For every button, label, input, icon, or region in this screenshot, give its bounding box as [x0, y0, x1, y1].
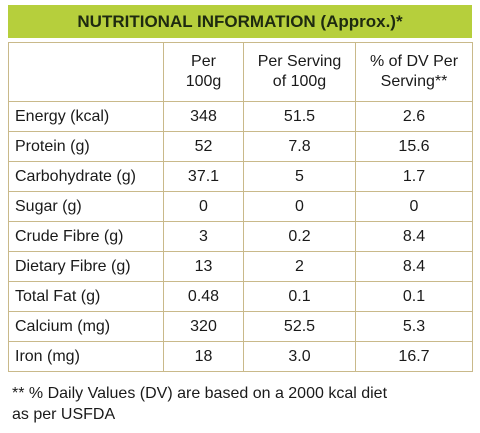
- header-line: 100g: [185, 73, 222, 90]
- value-cell: 2.6: [355, 101, 473, 132]
- table-row: Total Fat (g) 0.48 0.1 0.1: [8, 281, 473, 312]
- row-label: Carbohydrate (g): [8, 161, 164, 192]
- value-cell: 16.7: [355, 341, 473, 372]
- table-row: Energy (kcal) 348 51.5 2.6: [8, 101, 473, 132]
- value-cell: 8.4: [355, 221, 473, 252]
- table-row: Crude Fibre (g) 3 0.2 8.4: [8, 221, 473, 252]
- footnote-line: as per USFDA: [12, 406, 116, 423]
- value-cell: 18: [163, 341, 244, 372]
- table-row: Carbohydrate (g) 37.1 5 1.7: [8, 161, 473, 192]
- value-cell: 51.5: [243, 101, 356, 132]
- header-cell: % of DV Per Serving**: [355, 42, 473, 102]
- title-bar: NUTRITIONAL INFORMATION (Approx.)*: [8, 5, 472, 38]
- value-cell: 0.1: [243, 281, 356, 312]
- row-label: Dietary Fibre (g): [8, 251, 164, 282]
- value-cell: 5.3: [355, 311, 473, 342]
- value-cell: 0: [355, 191, 473, 222]
- header-cell: Per Serving of 100g: [243, 42, 356, 102]
- table-row: Dietary Fibre (g) 13 2 8.4: [8, 251, 473, 282]
- table-row: Calcium (mg) 320 52.5 5.3: [8, 311, 473, 342]
- header-cell: Per 100g: [163, 42, 244, 102]
- table-row: Iron (mg) 18 3.0 16.7: [8, 341, 473, 372]
- value-cell: 7.8: [243, 131, 356, 162]
- header-line: Per: [191, 53, 216, 70]
- row-label: Crude Fibre (g): [8, 221, 164, 252]
- value-cell: 13: [163, 251, 244, 282]
- footnote-line: ** % Daily Values (DV) are based on a 20…: [12, 385, 388, 402]
- header-line: of 100g: [272, 73, 327, 90]
- value-cell: 320: [163, 311, 244, 342]
- value-cell: 348: [163, 101, 244, 132]
- value-cell: 52: [163, 131, 244, 162]
- value-cell: 3.0: [243, 341, 356, 372]
- row-label: Sugar (g): [8, 191, 164, 222]
- value-cell: 37.1: [163, 161, 244, 192]
- value-cell: 0: [163, 191, 244, 222]
- value-cell: 3: [163, 221, 244, 252]
- row-label: Protein (g): [8, 131, 164, 162]
- header-line: Per Serving: [257, 53, 342, 70]
- footnote: ** % Daily Values (DV) are based on a 20…: [12, 383, 387, 425]
- value-cell: 0.1: [355, 281, 473, 312]
- value-cell: 2: [243, 251, 356, 282]
- table-row: Sugar (g) 0 0 0: [8, 191, 473, 222]
- nutrition-table: Per 100g Per Serving of 100g % of DV Per Serv…: [8, 42, 473, 372]
- header-line: % of DV Per: [369, 53, 459, 70]
- header-cell: [8, 42, 164, 102]
- header-row: Per 100g Per Serving of 100g % of DV Per Serv…: [8, 42, 473, 102]
- row-label: Energy (kcal): [8, 101, 164, 132]
- value-cell: 0: [243, 191, 356, 222]
- value-cell: 0.48: [163, 281, 244, 312]
- value-cell: 15.6: [355, 131, 473, 162]
- value-cell: 0.2: [243, 221, 356, 252]
- value-cell: 1.7: [355, 161, 473, 192]
- row-label: Total Fat (g): [8, 281, 164, 312]
- value-cell: 52.5: [243, 311, 356, 342]
- value-cell: 5: [243, 161, 356, 192]
- value-cell: 8.4: [355, 251, 473, 282]
- row-label: Calcium (mg): [8, 311, 164, 342]
- table-row: Protein (g) 52 7.8 15.6: [8, 131, 473, 162]
- header-line: Serving**: [380, 73, 448, 90]
- row-label: Iron (mg): [8, 341, 164, 372]
